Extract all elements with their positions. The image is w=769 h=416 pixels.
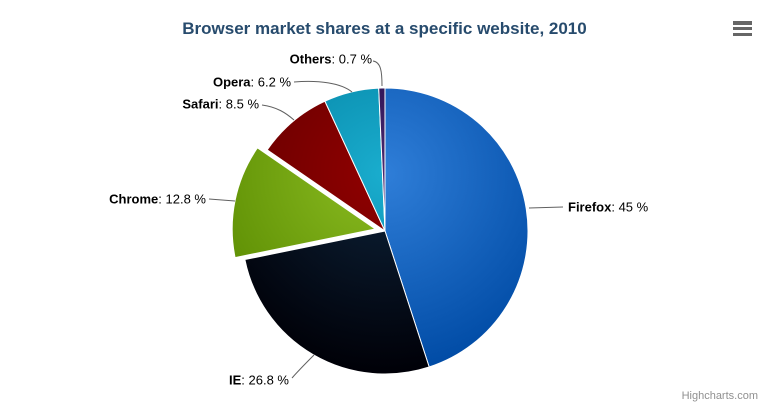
label-connector-firefox	[528, 206, 564, 209]
slice-label-value: : 12.8 %	[158, 191, 206, 207]
slice-label-chrome: Chrome: 12.8 %	[109, 192, 206, 207]
chart-title: Browser market shares at a specific webs…	[182, 19, 587, 38]
pie-slice-chrome[interactable]	[231, 147, 376, 259]
pie-slice-firefox[interactable]	[384, 87, 529, 368]
slice-label-value: : 6.2 %	[250, 74, 291, 90]
slice-label-name: Opera	[212, 74, 251, 90]
hamburger-menu-icon	[733, 32, 752, 36]
label-connector-ie	[291, 354, 315, 379]
slice-label-value: : 45 %	[611, 199, 649, 215]
label-connector-opera	[293, 80, 353, 93]
slice-label-safari: Safari: 8.5 %	[182, 97, 259, 112]
pie-slice-ie[interactable]	[244, 230, 430, 375]
slice-label-opera: Opera: 6.2 %	[213, 75, 291, 90]
label-connector-chrome	[208, 198, 236, 202]
label-connector-others	[372, 60, 383, 87]
label-connector-safari	[261, 104, 295, 121]
slice-label-value: : 0.7 %	[331, 51, 372, 67]
slice-label-name: Firefox	[568, 199, 612, 215]
slice-label-name: Chrome	[109, 191, 159, 207]
slice-label-value: : 26.8 %	[241, 372, 289, 388]
slice-label-name: Safari	[182, 96, 219, 112]
hamburger-menu-icon	[733, 21, 752, 25]
slice-label-others: Others: 0.7 %	[290, 52, 372, 67]
slice-label-name: Others	[289, 51, 332, 67]
slice-label-ie: IE: 26.8 %	[229, 373, 289, 388]
pie-slice-others[interactable]	[378, 87, 386, 232]
slice-label-value: : 8.5 %	[218, 96, 259, 112]
hamburger-menu-icon	[733, 26, 752, 31]
credits-link[interactable]: Highcharts.com	[681, 390, 758, 402]
context-menu-button[interactable]	[733, 21, 752, 36]
slice-label-name: IE	[229, 372, 242, 388]
slice-label-firefox: Firefox: 45 %	[568, 200, 648, 215]
